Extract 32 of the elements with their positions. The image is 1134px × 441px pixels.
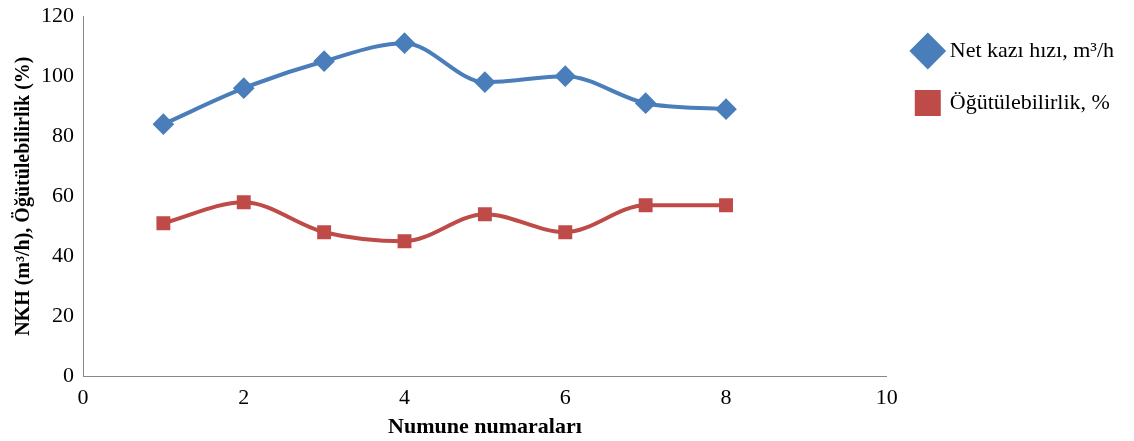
point [555, 66, 576, 87]
x-tick-label: 8 [720, 384, 732, 410]
point [317, 225, 332, 240]
point [635, 93, 656, 114]
point [314, 51, 335, 72]
point [153, 114, 174, 135]
y-tick-label: 20 [52, 301, 74, 327]
point [233, 78, 254, 99]
x-axis-title: Numune numaraları [388, 413, 582, 439]
legend-label: Net kazı hızı, m³/h [949, 36, 1114, 62]
y-tick-label: 60 [52, 181, 74, 207]
point [236, 195, 251, 210]
x-tick-label: 2 [238, 384, 250, 410]
y-tick-label: 100 [41, 61, 74, 87]
point [156, 216, 171, 231]
x-tick-label: 4 [399, 384, 411, 410]
point [558, 225, 573, 240]
legend-label: Öğütülebilirlik, % [949, 88, 1110, 114]
y-tick-label: 0 [63, 361, 74, 387]
x-tick-label: 6 [559, 384, 571, 410]
point [719, 198, 733, 213]
y-tick-label: 40 [52, 241, 74, 267]
x-tick-label: 10 [875, 384, 898, 410]
point [716, 99, 737, 120]
point [397, 234, 412, 249]
point [474, 72, 495, 93]
point [638, 198, 653, 213]
y-axis-title: NKH (m³/h), Öğütülebilirlik (%) [11, 56, 35, 336]
point [394, 33, 415, 54]
point [477, 207, 492, 222]
y-tick-label: 80 [52, 121, 74, 147]
y-tick-label: 120 [41, 1, 74, 27]
